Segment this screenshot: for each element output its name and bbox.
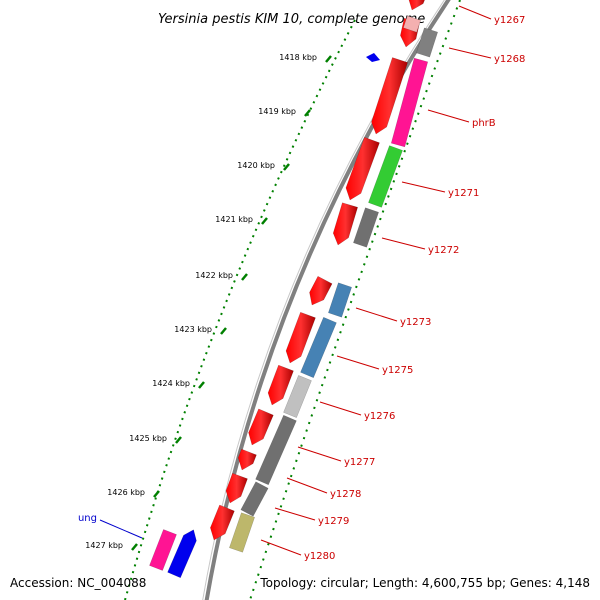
label-leader-line <box>99 519 143 539</box>
kbp-tick-label: 1426 kbp <box>107 488 145 497</box>
gene-band <box>328 282 352 318</box>
label-leader-line <box>427 109 470 123</box>
gene-arrow-ung-blue <box>167 529 197 579</box>
gene-band <box>416 27 438 58</box>
kbp-tick-mark <box>175 436 182 444</box>
label-leader-line <box>319 401 362 416</box>
gene-label: y1273 <box>400 317 431 328</box>
kbp-tick-label: 1423 kbp <box>174 325 212 334</box>
kbp-tick-mark <box>153 490 160 498</box>
kbp-ticks: 1418 kbp 1419 kbp 1420 kbp 1421 kbp 1422 kbp… <box>85 53 332 551</box>
label-leader-line <box>448 47 492 59</box>
gene-arrow <box>332 202 358 246</box>
kbp-tick-mark <box>131 543 138 551</box>
gene-band <box>240 481 269 517</box>
gene-labels: y1267 y1268 phrB y1271 y1272 y1273 y1275 y1276 y… <box>78 5 525 562</box>
gene-arrow <box>408 0 425 11</box>
gene-label-ung: ung <box>78 513 97 524</box>
label-leader-line <box>286 477 328 494</box>
gene-band <box>368 145 403 208</box>
gene-arrow <box>210 504 235 541</box>
gene-band <box>229 512 255 553</box>
label-leader-line <box>274 507 316 521</box>
label-leader-line <box>355 307 398 322</box>
accession-text: Accession: NC_004088 <box>10 576 147 590</box>
kbp-tick-mark <box>283 163 290 171</box>
kbp-tick-label: 1425 kbp <box>129 434 167 443</box>
genome-title: Yersinia pestis KIM 10, complete genome <box>158 12 425 27</box>
kbp-tick-mark <box>220 327 227 335</box>
kbp-tick-mark <box>304 109 311 117</box>
gene-band <box>390 57 429 148</box>
kbp-scale-ring <box>124 19 356 600</box>
gene-arrow <box>371 57 408 135</box>
gene-band <box>300 316 337 379</box>
gene-features <box>149 0 438 579</box>
kbp-tick-label: 1422 kbp <box>195 271 233 280</box>
label-leader-line <box>297 446 342 462</box>
gene-arrow <box>225 472 248 504</box>
gene-arrow <box>237 448 257 471</box>
gene-arrow <box>267 364 294 406</box>
kbp-tick-label: 1424 kbp <box>152 379 190 388</box>
gene-arrow <box>345 136 380 201</box>
gene-band <box>403 15 421 33</box>
label-leader-line <box>458 5 492 20</box>
label-leader-line <box>336 355 380 370</box>
gene-label: y1278 <box>330 489 361 500</box>
gene-arrow <box>285 311 316 364</box>
gene-label: y1271 <box>448 188 479 199</box>
label-leader-line <box>401 181 446 193</box>
kbp-tick-label: 1418 kbp <box>279 53 317 62</box>
label-leader-line <box>260 539 302 556</box>
gene-band <box>255 414 297 486</box>
gene-label: y1277 <box>344 457 375 468</box>
gene-band <box>283 375 312 418</box>
gene-label: y1268 <box>494 54 525 65</box>
gene-label: y1272 <box>428 245 459 256</box>
gene-label: y1280 <box>304 551 335 562</box>
kbp-tick-mark <box>241 273 248 281</box>
gene-label: y1267 <box>494 15 525 26</box>
kbp-tick-label: 1419 kbp <box>258 107 296 116</box>
kbp-tick-mark <box>198 381 205 389</box>
label-leader-line <box>381 237 426 250</box>
kbp-tick-label: 1420 kbp <box>237 161 275 170</box>
gene-arrow <box>309 275 333 306</box>
kbp-tick-mark <box>325 55 332 63</box>
gene-label: y1275 <box>382 365 413 376</box>
gene-label: y1279 <box>318 516 349 527</box>
gene-arrow <box>248 408 274 446</box>
gene-label: phrB <box>472 118 496 129</box>
kbp-tick-label: 1421 kbp <box>215 215 253 224</box>
kbp-tick-mark <box>261 217 268 225</box>
topology-text: Topology: circular; Length: 4,600,755 bp… <box>260 576 590 590</box>
gene-label: y1276 <box>364 411 395 422</box>
gene-band <box>353 207 379 248</box>
gene-band-ung <box>149 529 177 571</box>
kbp-tick-label: 1427 kbp <box>85 541 123 550</box>
blue-marker <box>366 53 380 62</box>
